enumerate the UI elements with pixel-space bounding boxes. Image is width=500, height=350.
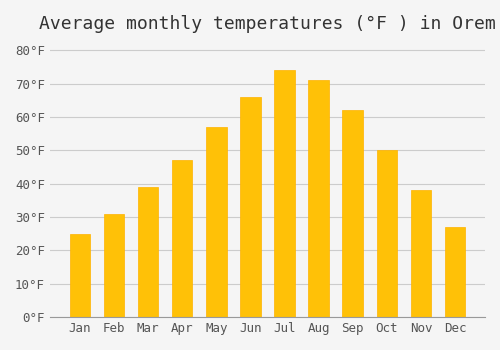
Bar (206, 127, 227, 317)
Bar (104, 214, 124, 317)
Bar (410, 190, 431, 317)
Title: Average monthly temperatures (°F ) in Orem: Average monthly temperatures (°F ) in Or… (39, 15, 496, 33)
Bar (342, 110, 363, 317)
Bar (70, 234, 90, 317)
Bar (172, 160, 193, 317)
Bar (376, 150, 397, 317)
Bar (308, 80, 329, 317)
Bar (138, 187, 158, 317)
Bar (445, 227, 465, 317)
Bar (240, 97, 260, 317)
Bar (274, 70, 294, 317)
